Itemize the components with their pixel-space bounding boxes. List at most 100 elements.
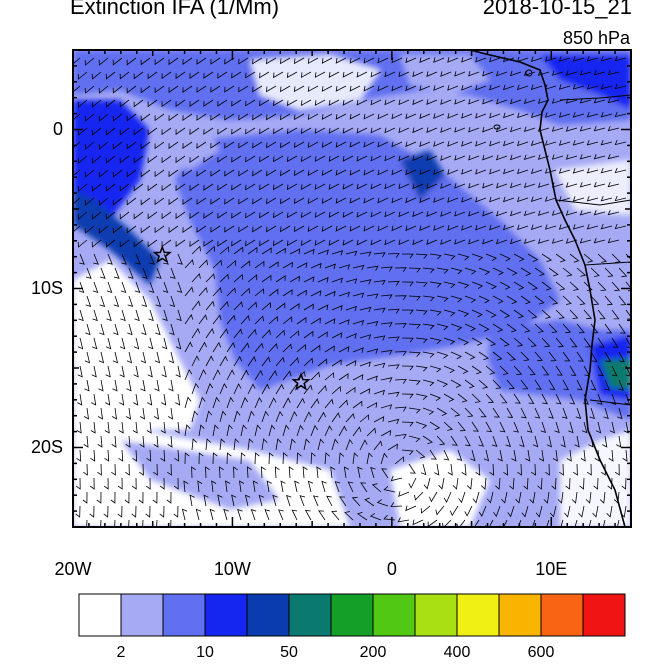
wind-barb: [468, 126, 480, 133]
wind-barb: [419, 113, 431, 119]
wind-barb: [586, 140, 599, 146]
wind-barb: [275, 410, 284, 423]
wind-barb: [352, 374, 364, 381]
wind-barb: [146, 421, 152, 434]
wind-barb: [119, 337, 126, 350]
wind-barb: [489, 168, 501, 175]
wind-barb: [261, 410, 269, 423]
wind-barb: [296, 316, 307, 325]
wind-barb: [182, 225, 193, 233]
wind-barb: [415, 281, 428, 287]
wind-barb: [77, 183, 88, 192]
wind-barb: [254, 315, 264, 325]
wind-barb: [349, 57, 361, 64]
wind-barb: [384, 239, 396, 246]
wind-barb: [184, 369, 193, 381]
wind-barb: [304, 509, 312, 521]
wind-barb: [140, 197, 151, 206]
wind-barb: [611, 309, 620, 320]
wind-barb: [548, 295, 559, 305]
wind-barb: [579, 238, 592, 244]
wind-barb: [570, 519, 578, 527]
wind-barb: [205, 382, 214, 395]
wind-barb: [394, 351, 407, 356]
lat-label: 0: [52, 118, 63, 139]
colorbar-swatch: [288, 593, 332, 637]
wind-barb: [414, 491, 424, 501]
wind-barb: [155, 267, 162, 279]
wind-barb: [429, 393, 442, 402]
wind-barb: [240, 342, 250, 353]
wind-barb: [569, 253, 580, 263]
wind-barb: [558, 56, 571, 62]
wind-barb: [205, 438, 212, 451]
wind-barb: [516, 84, 529, 91]
wind-barb: [387, 418, 400, 425]
wind-barb: [338, 319, 350, 325]
wind-barb: [492, 407, 500, 418]
wind-barb: [231, 239, 242, 247]
wind-barb: [85, 323, 91, 336]
wind-barb: [275, 302, 286, 311]
wind-barb: [334, 481, 341, 493]
wind-barb: [139, 435, 145, 448]
wind-barb: [387, 308, 400, 314]
wind-barb: [77, 393, 83, 406]
wind-barb: [338, 452, 345, 465]
wind-barb: [572, 84, 585, 90]
wind-barb: [352, 452, 359, 465]
wind-barb: [483, 449, 490, 462]
wind-barb: [380, 322, 393, 328]
colorbar-swatch: [330, 593, 374, 637]
wind-barb: [450, 407, 461, 417]
wind-barb: [317, 385, 327, 395]
wind-barb: [429, 253, 442, 260]
colorbar-swatch: [456, 593, 500, 637]
wind-barb: [565, 70, 578, 76]
wind-barb: [436, 379, 449, 388]
wind-barb: [275, 383, 285, 395]
wind-barb: [141, 295, 148, 308]
wind-barb: [443, 337, 456, 345]
wind-barb: [604, 351, 612, 362]
wind-barb: [274, 466, 280, 479]
wind-barbs: [73, 55, 631, 527]
wind-barb: [443, 309, 456, 317]
wind-barb: [558, 224, 571, 230]
wind-barb: [112, 85, 123, 94]
wind-barb: [438, 477, 445, 490]
wind-barb: [140, 169, 151, 178]
wind-barb: [233, 383, 242, 395]
wind-barb: [464, 351, 476, 360]
wind-barb: [482, 98, 494, 105]
wind-barb: [581, 421, 588, 434]
wind-barb: [356, 183, 368, 190]
wind-barb: [590, 351, 598, 362]
wind-barb: [244, 494, 251, 507]
wind-barb: [412, 183, 424, 190]
wind-barb: [85, 267, 92, 279]
wind-barb: [293, 113, 305, 121]
wind-barb: [405, 57, 417, 64]
wind-barb: [240, 260, 251, 269]
wind-barb: [366, 427, 376, 437]
wind-barb: [83, 407, 90, 420]
wind-barb: [551, 210, 564, 216]
wind-barb: [282, 261, 293, 269]
wind-barb: [502, 112, 515, 119]
wind-barb: [541, 281, 552, 291]
wind-barb: [576, 295, 586, 305]
wind-barb: [139, 463, 144, 476]
wind-barb: [447, 225, 459, 231]
wind-barb: [182, 141, 193, 149]
wind-barb: [233, 466, 238, 479]
wind-barb: [321, 169, 333, 176]
wind-barb: [580, 449, 586, 462]
wind-barb: [93, 253, 99, 265]
wind-barb: [300, 99, 312, 107]
wind-barb: [599, 519, 606, 527]
wind-barb: [440, 127, 452, 133]
wind-barb: [111, 435, 117, 448]
wind-barb: [92, 309, 98, 322]
wind-barb: [254, 342, 264, 353]
